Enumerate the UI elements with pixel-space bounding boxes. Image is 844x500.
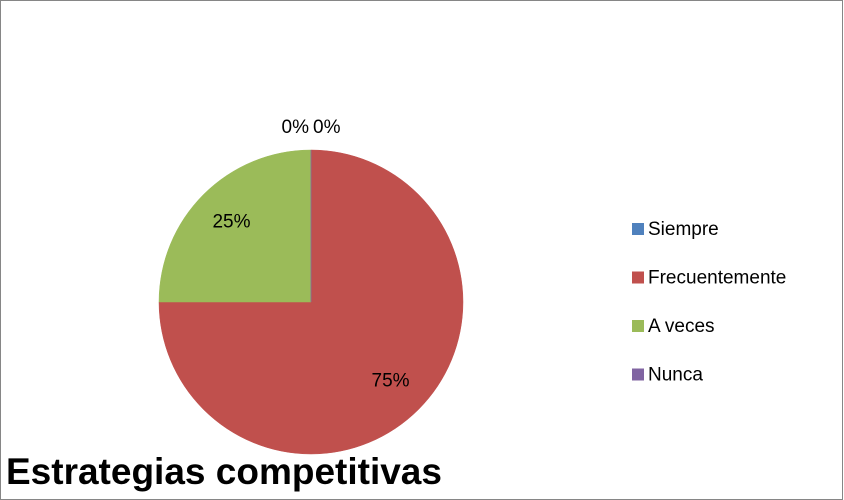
pie-slice [158, 149, 312, 303]
data-label: 25% [212, 211, 250, 232]
pie-slice [158, 149, 464, 455]
legend-label: Frecuentemente [648, 268, 786, 289]
legend-swatch [632, 368, 644, 381]
data-label: 0% [282, 117, 310, 138]
chart-title: Estrategias competitivas [6, 451, 442, 492]
data-label: 0% [313, 117, 341, 138]
legend-swatch [632, 271, 644, 284]
legend-label: A veces [648, 316, 715, 337]
legend-swatch [632, 320, 644, 332]
legend-label: Nunca [648, 365, 703, 386]
data-label: 75% [372, 371, 410, 392]
legend-label: Siempre [648, 219, 719, 240]
legend-swatch [632, 223, 644, 235]
